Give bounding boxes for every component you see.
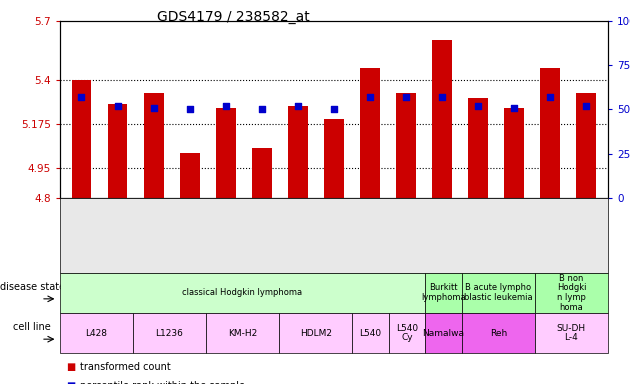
Bar [144, 93, 164, 198]
Text: classical Hodgkin lymphoma: classical Hodgkin lymphoma [183, 288, 302, 297]
Bar [288, 106, 308, 198]
Bar [576, 93, 596, 198]
Point [257, 106, 267, 113]
Point [401, 94, 411, 100]
Bar [216, 108, 236, 198]
Bar [252, 148, 272, 198]
Bar [72, 80, 91, 198]
Text: GDS4179 / 238582_at: GDS4179 / 238582_at [157, 10, 309, 23]
Point [76, 94, 86, 100]
Point [329, 106, 339, 113]
Point [365, 94, 375, 100]
Bar [396, 93, 416, 198]
Text: L428: L428 [86, 329, 107, 338]
Text: ■: ■ [66, 381, 76, 384]
Text: L540: L540 [359, 329, 382, 338]
Point [509, 104, 519, 111]
Bar [541, 68, 560, 198]
Text: Reh: Reh [490, 329, 507, 338]
Point [220, 103, 231, 109]
Text: B non
Hodgki
n lymp
homa: B non Hodgki n lymp homa [557, 274, 586, 312]
Point [545, 94, 555, 100]
Text: HDLM2: HDLM2 [300, 329, 331, 338]
Text: disease state: disease state [0, 282, 65, 292]
Text: B acute lympho
blastic leukemia: B acute lympho blastic leukemia [464, 283, 532, 302]
Point [473, 103, 483, 109]
Text: ■: ■ [66, 362, 76, 372]
Bar [468, 98, 488, 198]
Point [185, 106, 195, 113]
Text: SU-DH
L-4: SU-DH L-4 [557, 324, 586, 343]
Text: transformed count: transformed count [80, 362, 171, 372]
Text: Burkitt
lymphoma: Burkitt lymphoma [421, 283, 466, 302]
Bar [108, 104, 127, 198]
Point [437, 94, 447, 100]
Bar [432, 40, 452, 198]
Point [581, 103, 592, 109]
Bar [180, 152, 200, 198]
Bar [360, 68, 380, 198]
Text: cell line: cell line [13, 322, 51, 332]
Text: L540
Cy: L540 Cy [396, 324, 418, 343]
Point [113, 103, 123, 109]
Point [293, 103, 303, 109]
Point [149, 104, 159, 111]
Text: L1236: L1236 [156, 329, 183, 338]
Bar [504, 108, 524, 198]
Bar [324, 119, 344, 198]
Text: Namalwa: Namalwa [423, 329, 464, 338]
Text: KM-H2: KM-H2 [228, 329, 257, 338]
Text: percentile rank within the sample: percentile rank within the sample [80, 381, 245, 384]
